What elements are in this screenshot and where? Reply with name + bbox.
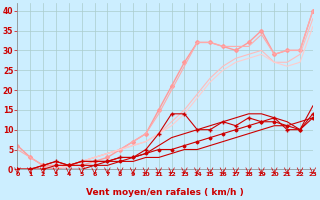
- X-axis label: Vent moyen/en rafales ( km/h ): Vent moyen/en rafales ( km/h ): [86, 188, 244, 197]
